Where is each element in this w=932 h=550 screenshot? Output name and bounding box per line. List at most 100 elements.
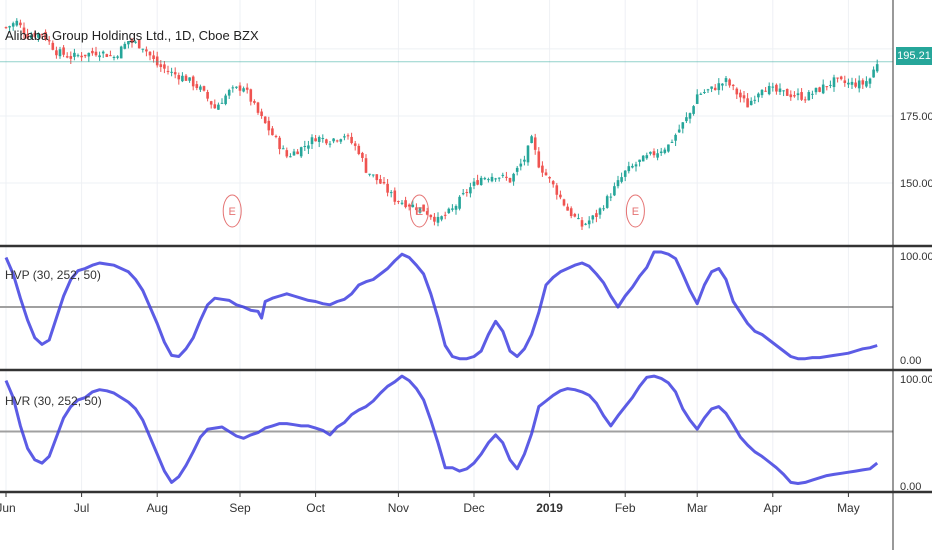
- candle-body[interactable]: [829, 84, 832, 86]
- candle-body[interactable]: [850, 81, 854, 85]
- candle-body[interactable]: [623, 170, 627, 177]
- candle-body[interactable]: [44, 31, 47, 40]
- candle-body[interactable]: [433, 216, 436, 222]
- candle-body[interactable]: [339, 139, 343, 142]
- candle-body[interactable]: [425, 211, 429, 215]
- candle-body[interactable]: [793, 95, 796, 97]
- candle-body[interactable]: [292, 151, 296, 156]
- candle-body[interactable]: [397, 201, 400, 203]
- candle-body[interactable]: [335, 140, 339, 142]
- candle-body[interactable]: [573, 214, 577, 217]
- candle-body[interactable]: [249, 89, 253, 102]
- candle-body[interactable]: [19, 22, 22, 26]
- candle-body[interactable]: [775, 84, 778, 92]
- candle-body[interactable]: [807, 92, 811, 101]
- candle-body[interactable]: [577, 218, 580, 220]
- candle-body[interactable]: [429, 214, 433, 218]
- candle-body[interactable]: [461, 193, 465, 195]
- candle-body[interactable]: [479, 177, 483, 185]
- candle-body[interactable]: [609, 196, 613, 198]
- candle-body[interactable]: [836, 77, 839, 79]
- candle-body[interactable]: [544, 172, 548, 176]
- candle-body[interactable]: [699, 93, 703, 95]
- candle-body[interactable]: [598, 208, 602, 215]
- candle-body[interactable]: [407, 204, 411, 207]
- candle-body[interactable]: [94, 51, 98, 56]
- candle-body[interactable]: [663, 149, 667, 153]
- candle-body[interactable]: [11, 23, 15, 27]
- candle-body[interactable]: [152, 55, 155, 60]
- candle-body[interactable]: [58, 49, 62, 57]
- candle-body[interactable]: [501, 174, 505, 176]
- candle-body[interactable]: [490, 176, 494, 182]
- candle-body[interactable]: [562, 199, 566, 206]
- candle-body[interactable]: [857, 80, 861, 89]
- candle-body[interactable]: [595, 213, 598, 217]
- candle-body[interactable]: [843, 80, 847, 84]
- earnings-marker[interactable]: [625, 194, 645, 228]
- candle-body[interactable]: [98, 55, 101, 58]
- candle-body[interactable]: [155, 56, 159, 66]
- candle-body[interactable]: [825, 86, 829, 88]
- candle-body[interactable]: [310, 137, 314, 145]
- candle-body[interactable]: [415, 207, 418, 211]
- candle-body[interactable]: [692, 106, 695, 114]
- candle-body[interactable]: [235, 86, 238, 88]
- candle-body[interactable]: [465, 192, 469, 194]
- candle-body[interactable]: [393, 190, 397, 202]
- candle-body[interactable]: [458, 196, 461, 209]
- candle-body[interactable]: [263, 116, 267, 124]
- candle-body[interactable]: [526, 145, 530, 163]
- candle-body[interactable]: [386, 183, 389, 193]
- candle-body[interactable]: [73, 52, 76, 57]
- candle-body[interactable]: [821, 84, 825, 94]
- candle-body[interactable]: [677, 129, 681, 133]
- candle-body[interactable]: [847, 82, 850, 85]
- candle-body[interactable]: [379, 179, 382, 184]
- candle-body[interactable]: [515, 167, 519, 172]
- candle-body[interactable]: [746, 98, 749, 108]
- candle-body[interactable]: [238, 85, 242, 91]
- candle-body[interactable]: [242, 88, 245, 92]
- candle-body[interactable]: [163, 64, 166, 69]
- candle-body[interactable]: [789, 94, 793, 98]
- candle-body[interactable]: [256, 102, 260, 113]
- candle-body[interactable]: [281, 148, 285, 150]
- candle-body[interactable]: [170, 71, 173, 73]
- candle-body[interactable]: [4, 27, 8, 29]
- candle-body[interactable]: [382, 181, 386, 184]
- candle-body[interactable]: [83, 54, 87, 57]
- candle-body[interactable]: [602, 208, 605, 210]
- candle-body[interactable]: [253, 101, 256, 103]
- candle-body[interactable]: [109, 55, 112, 57]
- candle-body[interactable]: [101, 51, 105, 54]
- candle-body[interactable]: [688, 113, 692, 119]
- candle-body[interactable]: [166, 70, 170, 72]
- candle-body[interactable]: [37, 33, 40, 38]
- candle-body[interactable]: [296, 151, 299, 155]
- candle-body[interactable]: [141, 48, 145, 50]
- candle-body[interactable]: [764, 90, 767, 92]
- candle-body[interactable]: [55, 50, 58, 56]
- candle-body[interactable]: [512, 173, 515, 182]
- candle-body[interactable]: [803, 99, 807, 101]
- candle-body[interactable]: [411, 204, 415, 208]
- candle-body[interactable]: [418, 207, 422, 213]
- candle-body[interactable]: [199, 86, 202, 90]
- candle-body[interactable]: [695, 94, 699, 104]
- candle-body[interactable]: [724, 78, 728, 82]
- candle-body[interactable]: [346, 135, 350, 137]
- candle-body[interactable]: [62, 47, 65, 55]
- candle-body[interactable]: [404, 200, 407, 208]
- candle-body[interactable]: [796, 93, 800, 96]
- candle-body[interactable]: [148, 51, 152, 56]
- candle-body[interactable]: [839, 76, 843, 80]
- candle-body[interactable]: [832, 77, 836, 88]
- candle-body[interactable]: [443, 214, 447, 216]
- candle-body[interactable]: [613, 186, 616, 196]
- candle-body[interactable]: [130, 39, 134, 43]
- candle-body[interactable]: [739, 92, 742, 98]
- candle-body[interactable]: [181, 75, 184, 82]
- candle-body[interactable]: [328, 143, 332, 145]
